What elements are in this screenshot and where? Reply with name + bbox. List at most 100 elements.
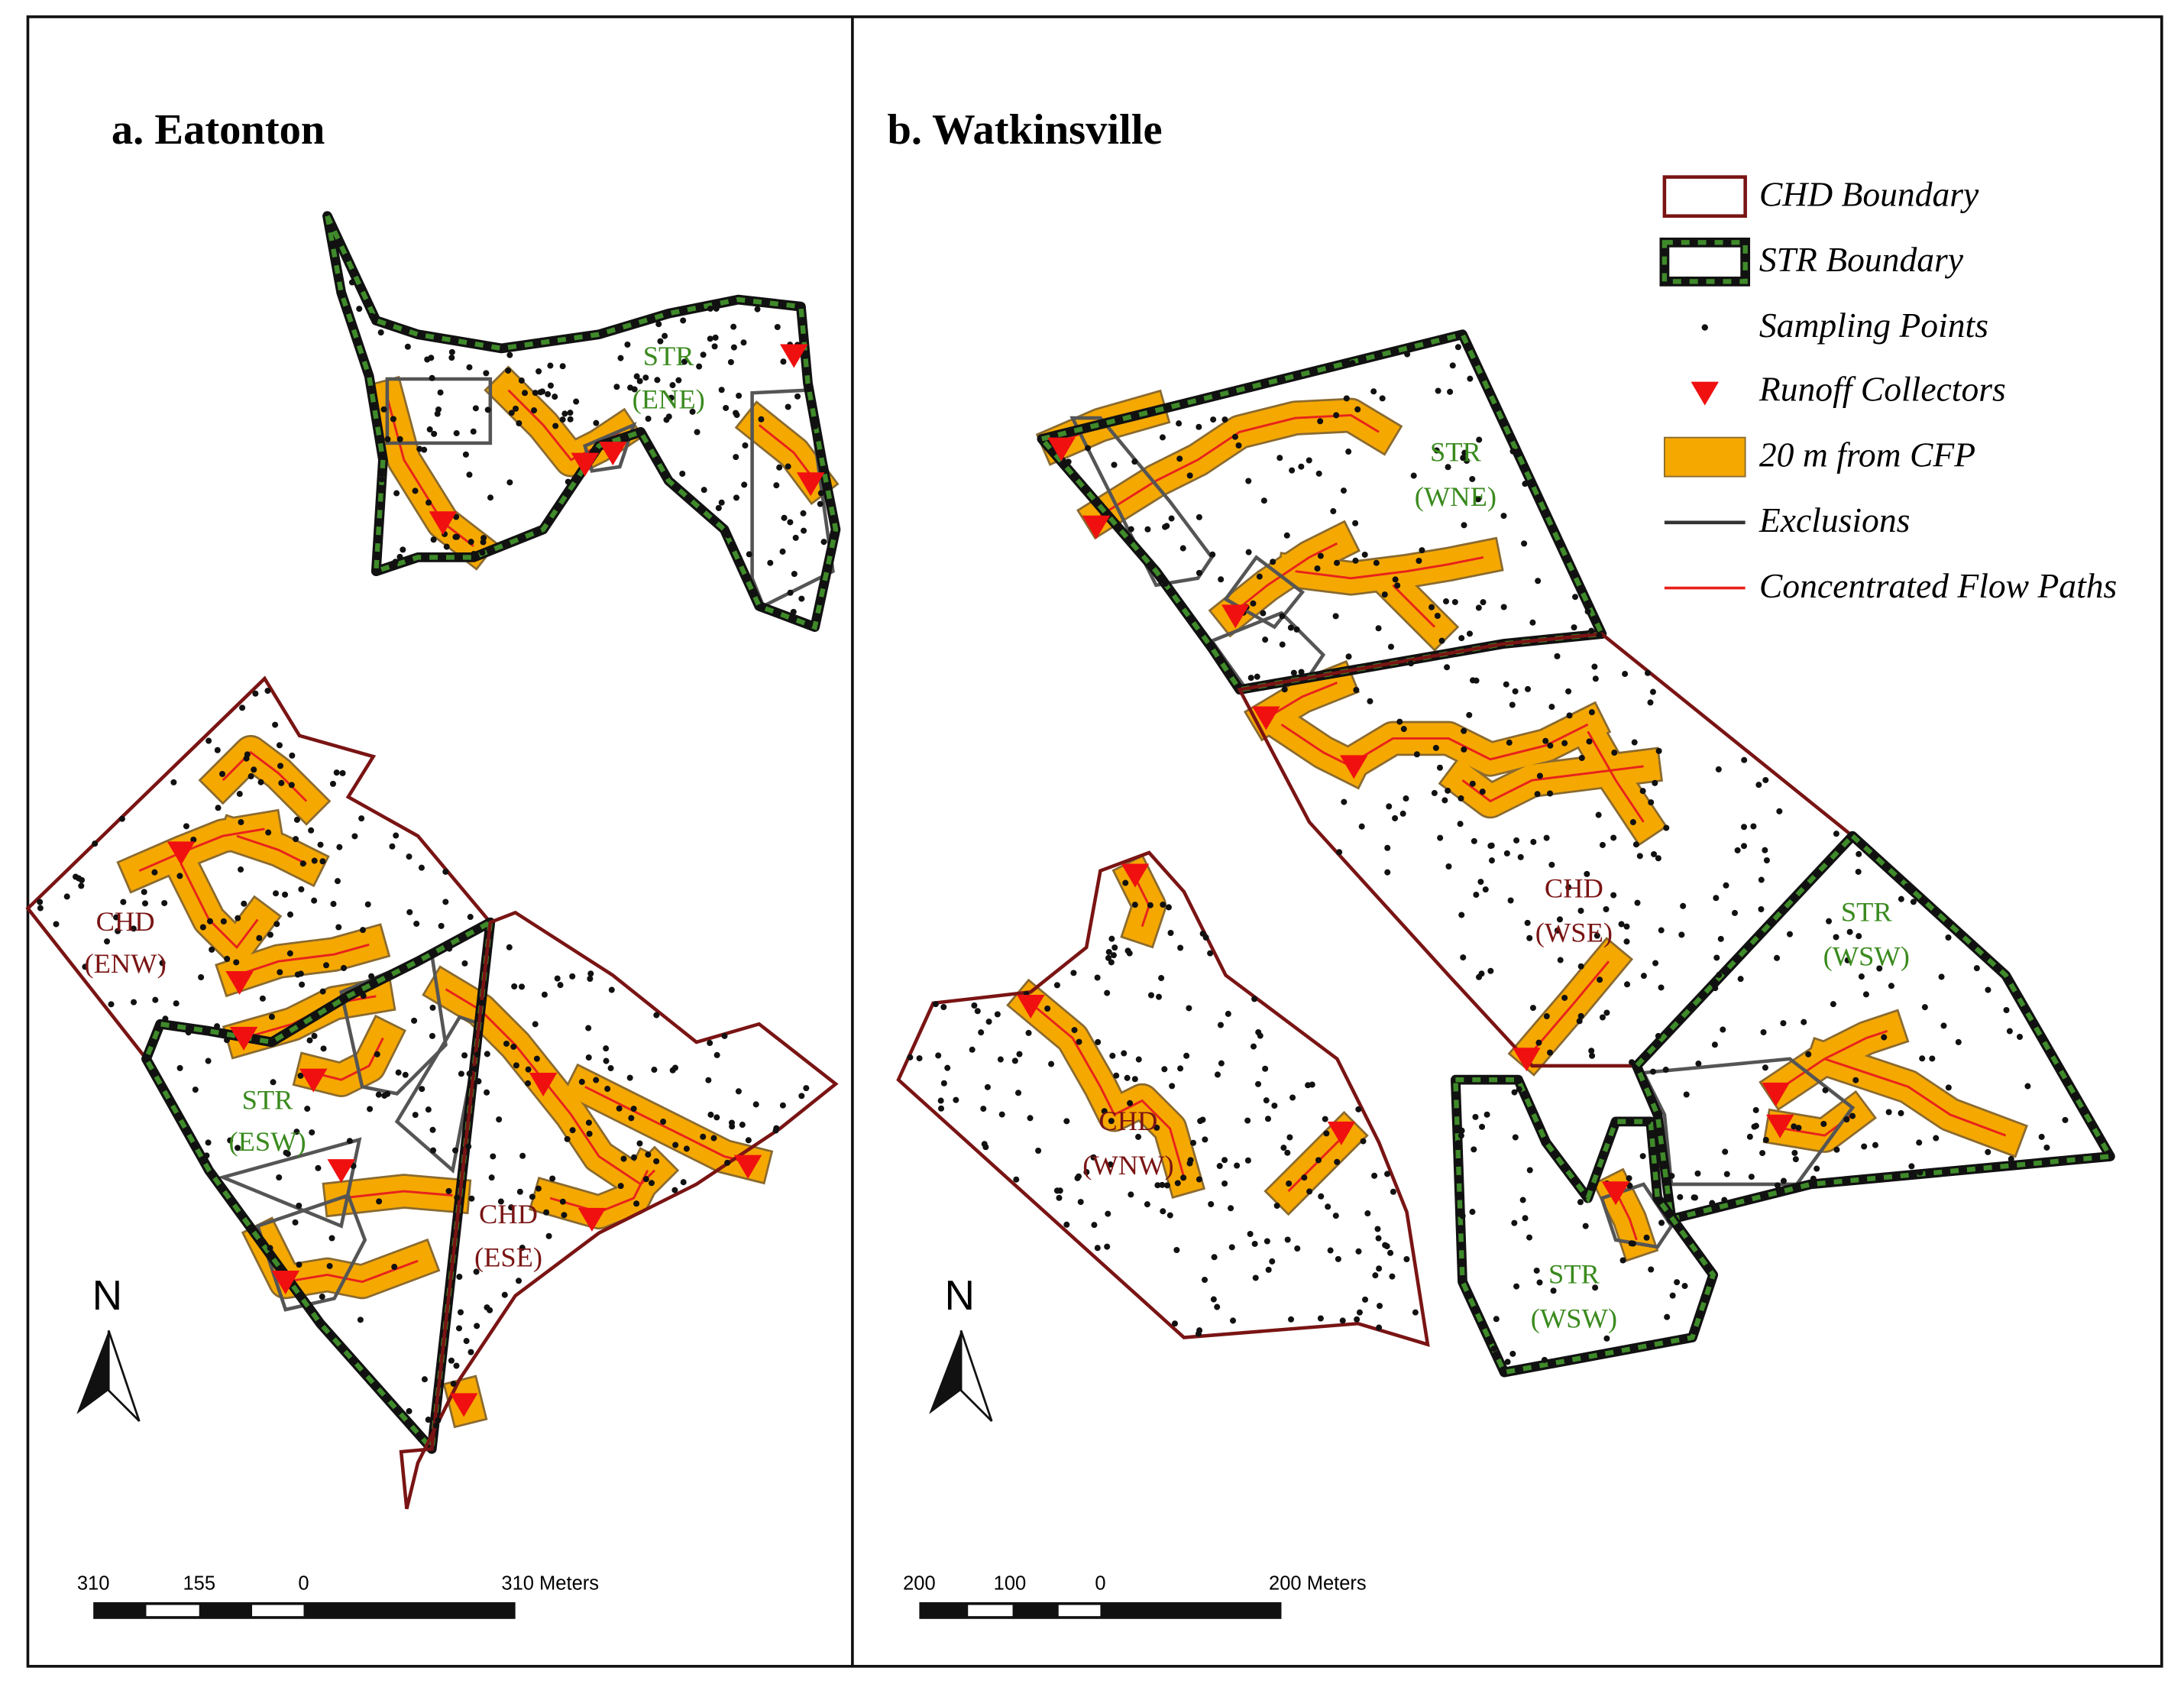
sampling-point bbox=[1437, 834, 1444, 841]
sampling-point bbox=[1634, 899, 1641, 906]
sampling-point bbox=[1516, 1086, 1522, 1093]
sampling-point bbox=[1085, 445, 1092, 452]
sampling-point bbox=[907, 1054, 914, 1061]
sampling-point bbox=[776, 464, 783, 471]
sampling-point bbox=[754, 306, 761, 313]
sampling-point bbox=[115, 928, 121, 934]
sampling-point bbox=[1196, 569, 1202, 576]
sampling-point bbox=[1557, 957, 1564, 963]
sampling-point bbox=[376, 1198, 383, 1205]
sampling-point bbox=[1269, 1258, 1276, 1265]
sampling-point bbox=[1408, 660, 1415, 667]
sampling-point bbox=[1536, 772, 1543, 779]
sampling-point bbox=[1362, 1296, 1369, 1303]
sampling-point bbox=[1709, 1200, 1716, 1206]
sampling-point bbox=[2003, 1006, 2010, 1014]
sampling-point bbox=[573, 398, 580, 405]
sampling-point bbox=[1476, 436, 1483, 443]
sampling-point bbox=[1228, 1244, 1235, 1251]
sampling-point bbox=[296, 1261, 303, 1268]
sampling-point bbox=[1177, 1065, 1184, 1072]
sampling-point bbox=[1658, 984, 1665, 991]
sampling-point bbox=[1577, 1012, 1584, 1019]
legend-label: CHD Boundary bbox=[1759, 174, 1979, 213]
sampling-point bbox=[1376, 1265, 1383, 1272]
sampling-point bbox=[1251, 996, 1258, 1002]
sampling-point bbox=[487, 494, 494, 501]
sampling-point bbox=[547, 382, 554, 389]
sampling-point bbox=[1740, 824, 1748, 831]
field-type: CHD bbox=[1545, 873, 1603, 903]
sampling-point bbox=[531, 407, 538, 414]
runoff-collector bbox=[1082, 515, 1111, 539]
sampling-point bbox=[433, 1422, 440, 1429]
sampling-point bbox=[329, 780, 336, 787]
legend-label: Sampling Points bbox=[1759, 306, 1988, 345]
sampling-point bbox=[593, 1077, 600, 1083]
sampling-point bbox=[820, 539, 827, 546]
sampling-point bbox=[940, 1003, 947, 1011]
sampling-point bbox=[1474, 496, 1481, 503]
sampling-point bbox=[938, 1105, 945, 1112]
sampling-point bbox=[360, 993, 367, 999]
sampling-point bbox=[411, 1017, 418, 1024]
sampling-point bbox=[453, 1362, 460, 1369]
sampling-point bbox=[532, 390, 539, 397]
sampling-point bbox=[1521, 540, 1528, 547]
sampling-point bbox=[971, 1002, 978, 1009]
sampling-point bbox=[535, 368, 542, 375]
flow-path bbox=[236, 834, 307, 865]
sampling-point bbox=[669, 382, 676, 389]
sampling-point bbox=[1577, 907, 1584, 915]
sampling-point bbox=[1131, 458, 1138, 465]
sampling-point bbox=[1843, 1116, 1850, 1123]
sampling-point bbox=[1822, 1087, 1829, 1093]
sampling-point bbox=[37, 905, 44, 912]
sampling-point bbox=[535, 1185, 542, 1192]
flow-path bbox=[341, 1190, 453, 1200]
sampling-point bbox=[1649, 688, 1656, 695]
sampling-point bbox=[1234, 1162, 1241, 1169]
sampling-point bbox=[1387, 1249, 1394, 1256]
sampling-point bbox=[1168, 515, 1175, 522]
sampling-point bbox=[479, 549, 486, 556]
sampling-point bbox=[1016, 1051, 1023, 1057]
sampling-point bbox=[1929, 1055, 1936, 1062]
sampling-point bbox=[1591, 663, 1598, 670]
chd-boundary bbox=[399, 910, 839, 1510]
sampling-point bbox=[801, 527, 807, 534]
sampling-point bbox=[1284, 1236, 1291, 1243]
sampling-point bbox=[244, 751, 251, 758]
sampling-point bbox=[1517, 853, 1524, 860]
sampling-point bbox=[248, 773, 254, 780]
runoff-collector bbox=[327, 1159, 355, 1184]
sampling-point bbox=[1668, 1172, 1675, 1179]
field-name: (ESW) bbox=[228, 1126, 306, 1157]
sampling-point bbox=[803, 1085, 810, 1092]
sampling-point bbox=[1597, 976, 1603, 983]
sampling-point bbox=[1466, 630, 1474, 637]
boundaries bbox=[25, 211, 2115, 1510]
sampling-point bbox=[1652, 960, 1659, 967]
field-enw bbox=[28, 678, 490, 1059]
sampling-point bbox=[1063, 1221, 1070, 1228]
sampling-point bbox=[1322, 1116, 1328, 1122]
sampling-point bbox=[1445, 464, 1451, 471]
sampling-point bbox=[468, 539, 474, 546]
sampling-point bbox=[82, 963, 89, 970]
sampling-point bbox=[1547, 790, 1554, 797]
sampling-point bbox=[1354, 1316, 1361, 1323]
sampling-point bbox=[1694, 1170, 1701, 1177]
sampling-point bbox=[1750, 823, 1757, 830]
sampling-point bbox=[624, 341, 631, 348]
flow-path bbox=[1280, 724, 1352, 768]
field-name: (ENE) bbox=[633, 384, 705, 414]
sampling-point bbox=[1503, 681, 1509, 688]
str-boundary-dash bbox=[1453, 1077, 1716, 1375]
sampling-point bbox=[319, 858, 326, 865]
sampling-point bbox=[1717, 935, 1724, 942]
sampling-point bbox=[1384, 869, 1391, 876]
sampling-point bbox=[1636, 853, 1643, 860]
sampling-point bbox=[108, 1001, 115, 1008]
sampling-point bbox=[1186, 472, 1193, 479]
